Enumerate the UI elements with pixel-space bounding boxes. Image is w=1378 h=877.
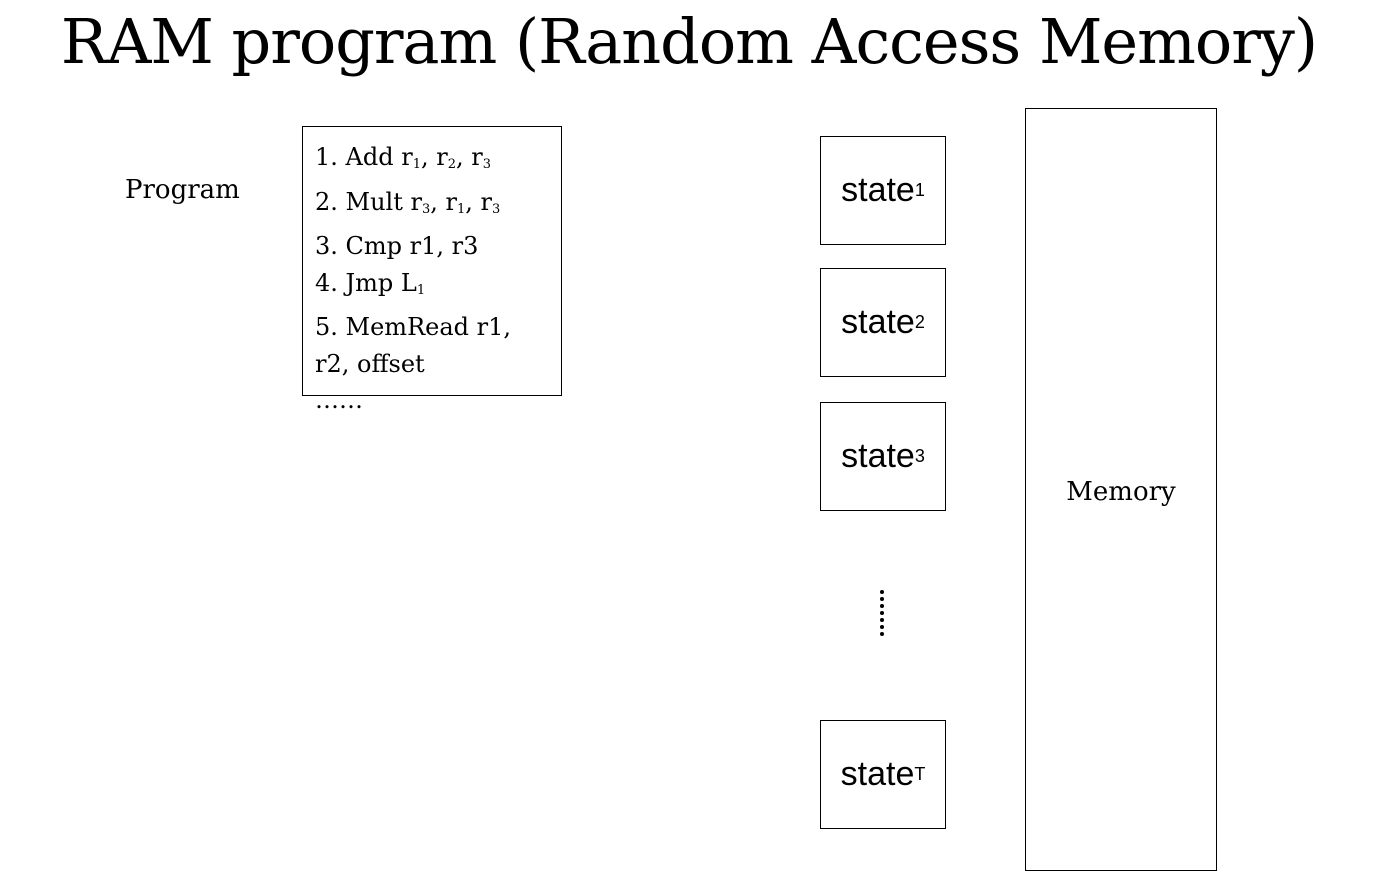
program-box: 1. Add r1, r2, r3 2. Mult r3, r1, r3 3. …: [302, 126, 562, 414]
state-subscript-2: 2: [914, 312, 925, 332]
state-box-2: state 2: [820, 268, 946, 377]
state-subscript-3: 3: [914, 446, 925, 466]
program-label: Program: [125, 175, 240, 205]
program-line-6: r2, offset: [315, 349, 425, 378]
state-label-2: state: [841, 303, 915, 341]
state-label-T: state: [840, 755, 915, 793]
diagram-title: RAM program (Random Access Memory): [60, 5, 1318, 78]
program-line-ellipsis: ……: [315, 386, 363, 414]
state-label-3: state: [841, 437, 915, 475]
program-line-4: 4. Jmp L1: [315, 268, 426, 298]
state-subscript-T: T: [914, 764, 926, 784]
program-line-5: 5. MemRead r1,: [315, 313, 512, 341]
state-box-3: state 3: [820, 402, 946, 511]
program-line-1: 1. Add r1, r2, r3: [315, 143, 491, 172]
state-box-1: state 1: [820, 136, 946, 245]
vertical-ellipsis: [877, 590, 887, 640]
memory-box: Memory: [1025, 108, 1217, 871]
state-subscript-1: 1: [914, 180, 925, 200]
memory-label: Memory: [1066, 477, 1176, 507]
program-line-3: 3. Cmp r1, r3: [315, 232, 479, 260]
state-box-T: state T: [820, 720, 946, 829]
state-label-1: state: [841, 171, 915, 209]
program-line-2: 2. Mult r3, r1, r3: [315, 187, 501, 217]
